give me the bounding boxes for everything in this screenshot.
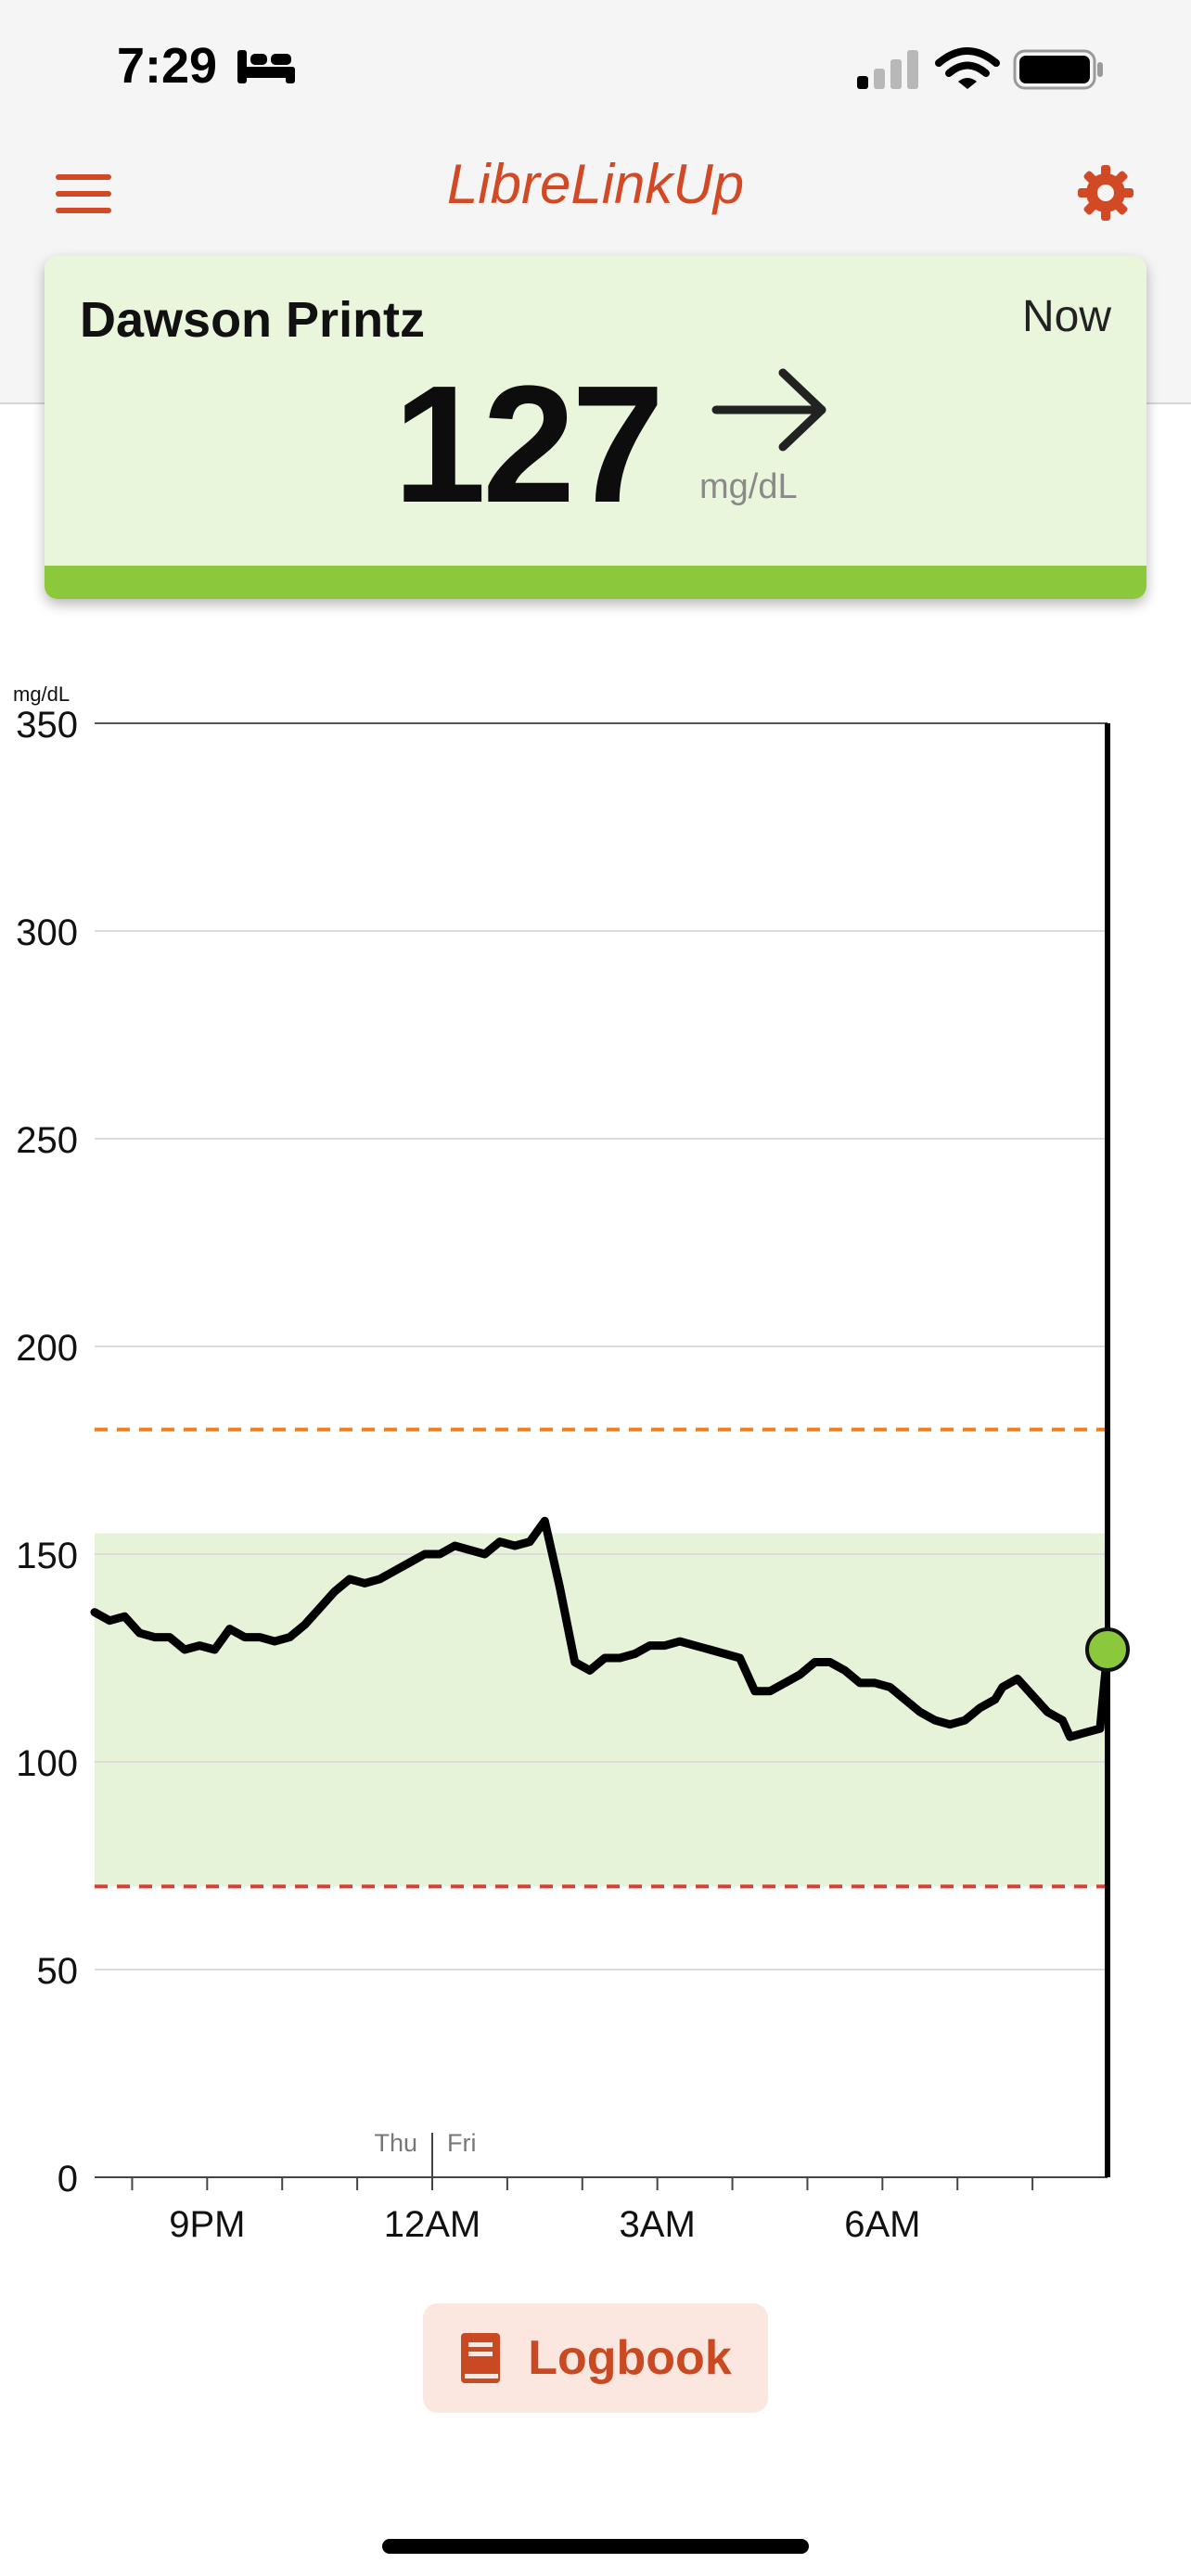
logbook-label: Logbook	[528, 2331, 732, 2385]
wifi-icon	[935, 47, 1000, 89]
sleep-focus-icon	[237, 50, 295, 83]
settings-gear-icon[interactable]	[1076, 163, 1135, 223]
y-tick-label: 150	[16, 1536, 78, 1576]
y-tick-label: 0	[58, 2159, 78, 2200]
cellular-signal-icon	[857, 50, 918, 89]
reading-time: Now	[1021, 292, 1111, 341]
y-tick-label: 350	[16, 705, 78, 746]
y-tick-label: 50	[37, 1951, 79, 1992]
target-range-band	[95, 1533, 1108, 1887]
y-tick-label: 100	[16, 1743, 78, 1784]
battery-icon	[1013, 49, 1103, 90]
book-icon	[461, 2333, 501, 2383]
x-tick-label: 6AM	[844, 2204, 920, 2245]
glucose-value: 127	[393, 351, 664, 538]
y-tick-label: 300	[16, 912, 78, 953]
app-title: LibreLinkUp	[446, 153, 745, 215]
x-tick-label: 12AM	[384, 2204, 481, 2245]
home-indicator[interactable]	[382, 2539, 809, 2554]
x-tick-label: 3AM	[620, 2204, 696, 2245]
current-reading-point	[1085, 1627, 1130, 1673]
glucose-trace-line	[90, 1516, 1112, 1741]
current-reading-card[interactable]: Dawson Printz Now 127 mg/dL	[45, 256, 1146, 599]
glucose-unit: mg/dL	[699, 467, 798, 506]
hamburger-menu-icon[interactable]	[54, 171, 115, 217]
day-label-prev: Thu	[374, 2129, 417, 2157]
status-time: 7:29	[117, 38, 218, 94]
y-tick-label: 200	[16, 1328, 78, 1369]
y-axis-unit-label: mg/dL	[13, 682, 70, 706]
in-range-status-bar	[45, 566, 1146, 599]
x-tick-label: 9PM	[169, 2204, 245, 2245]
y-tick-label: 250	[16, 1120, 78, 1161]
logbook-button[interactable]: Logbook	[423, 2303, 768, 2413]
patient-name: Dawson Printz	[80, 292, 426, 348]
day-label-next: Fri	[447, 2129, 476, 2157]
trend-arrow-right-icon	[711, 368, 826, 452]
status-bar: 7:29	[0, 0, 1191, 139]
